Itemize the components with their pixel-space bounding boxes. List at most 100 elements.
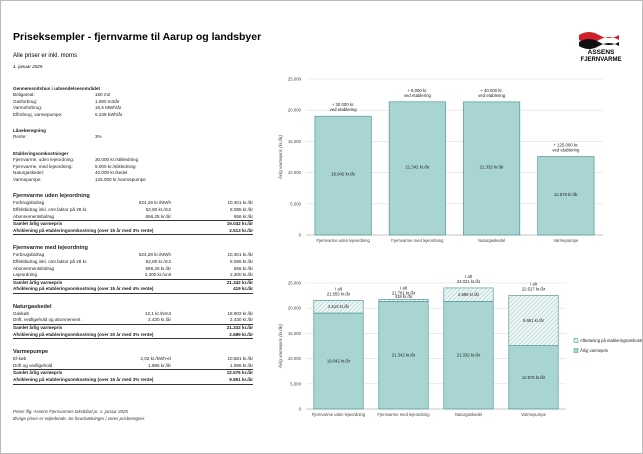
logo-text: FJERNVARME: [581, 57, 622, 63]
total-row: Samlet årlig varmepris 19.042 kr./år: [13, 220, 253, 228]
footer-line: Øvrige priser er vejledende. Se forudsæt…: [13, 415, 146, 421]
label: Afviklening på etableringsomkostning (ov…: [13, 286, 154, 292]
total-label: 21.761 kr./år: [392, 290, 416, 295]
label: Effektbidrag inkl. omr.faktor på 28 kr.: [13, 258, 88, 264]
date: 1. januar 2025: [13, 64, 43, 69]
row: Naturgaskedel: 40.000 kr./kedel: [13, 170, 253, 177]
bar: [537, 156, 595, 236]
amount: 19.042 kr./år: [226, 221, 253, 227]
section: Etableringsomkostninger Fjernvarme, uden …: [13, 150, 253, 183]
legend-swatch: [573, 338, 579, 343]
x-tick-label: Varmepumpe: [553, 238, 578, 243]
value-label: 21.332 kr./år: [480, 164, 504, 169]
subtitle: Alle priser er inkl. moms: [13, 53, 78, 59]
x-tick-label: Naturgaskedel: [455, 412, 482, 417]
amount: 8.085 kr./år: [230, 258, 253, 264]
rate: 2.430 kr./år: [148, 317, 171, 323]
section-title: Gennemsnitshus i udsendelsesområdet: [13, 86, 101, 91]
label: Naturgaskedel:: [13, 170, 44, 176]
row: Gasforbrug: 1.590 m3/år: [13, 99, 253, 106]
label: Samlet årlig varmepris: [13, 370, 63, 376]
rate: 656,25 kr./år: [145, 265, 171, 271]
total-label: I alt: [465, 274, 473, 279]
row: Lejeordning 2.300 kr./unit 2.300 kr./år: [13, 272, 253, 279]
value: 16,5 MWh/år: [95, 105, 122, 111]
legend-swatch: [573, 348, 579, 353]
total-label: 21.555 kr./år: [327, 291, 351, 296]
label: Gasforbrug:: [13, 98, 38, 104]
bar-segment: [508, 295, 559, 346]
label: Elforbrug, varmepumpe:: [13, 111, 63, 117]
value-label: 19.042 kr./år: [327, 359, 351, 364]
section: Gennemsnitshus i udsendelsesområdet Bolig…: [13, 85, 253, 118]
bar-segment: [313, 300, 364, 314]
total-row: Samlet årlig varmepris 12.576 kr./år: [13, 369, 253, 377]
amount: 1.995 kr./år: [230, 362, 253, 368]
rate: 1.995 kr./år: [148, 362, 171, 368]
bar-segment: [443, 287, 494, 302]
annotation: + 30.000 kr.: [332, 102, 355, 107]
value: 40.000 kr./kedel: [95, 170, 128, 176]
value-label: 9.951 kr./år: [523, 318, 545, 323]
row: Gaskøb 12,1 kr./Nm3 18.902 kr./år: [13, 311, 253, 318]
value: 5.238 kWh/år: [95, 111, 123, 117]
label: Samlet årlig varmepris: [13, 325, 63, 331]
row: Forbrugsbidrag 624,28 kr./MWh 10.301 kr./å…: [13, 200, 253, 207]
value: 30.000 kr./stikledning: [95, 156, 139, 162]
y-tick-label: 10.000: [288, 170, 302, 175]
y-tick-label: 15.000: [288, 139, 302, 144]
amount: 8.085 kr./år: [230, 206, 253, 212]
footer-line: Priser iflg. Assens Fjernvarmes takstbla…: [13, 409, 128, 414]
label: Forbrugsbidrag: [13, 252, 45, 258]
value-label: 19.042 kr./år: [331, 172, 355, 177]
label: Samlet årlig varmepris: [13, 279, 63, 285]
rate: 2,02 kr./kWh-el: [140, 356, 171, 362]
label: Lejeordning: [13, 272, 38, 278]
value: 3%: [95, 134, 102, 140]
bar: [314, 115, 372, 236]
title: Priseksempler - fjernvarme til Aarup og …: [13, 31, 262, 43]
label: Boligareal:: [13, 92, 35, 97]
y-tick-label: 0: [299, 407, 302, 412]
row: Rente: 3%: [13, 134, 253, 141]
row: Varmeforbrug: 16,5 MWh/år: [13, 105, 253, 112]
rate: 656,25 kr./år: [145, 213, 171, 219]
amount: 21.332 kr./år: [226, 325, 253, 331]
rate: 52,80 kr./m2: [145, 258, 171, 264]
section-title: Fjernvarme med lejeordning: [13, 245, 88, 252]
amount: 21.342 kr./år: [226, 279, 253, 285]
value-label: 2.513 kr./år: [328, 304, 350, 309]
rate: 624,28 kr./MWh: [138, 200, 171, 206]
row: Elforbrug, varmepumpe: 5.238 kWh/år: [13, 112, 253, 119]
amount: 656 kr./år: [233, 265, 253, 271]
annotation: ved etablering: [330, 107, 358, 112]
bar: [388, 101, 446, 236]
section-title: Fjernvarme uden lejeordning: [13, 193, 90, 200]
total-label: 22.527 kr./år: [522, 286, 546, 291]
label: Gaskøb: [13, 310, 30, 316]
footer: Priser iflg. Assens Fjernvarmes takstbla…: [13, 409, 145, 422]
value: 1.590 m3/år: [95, 98, 120, 104]
section-title: Varmepumpe: [13, 349, 49, 356]
label: Fjernvarme, uden lejeordning:: [13, 156, 75, 162]
label: Drift og vedligehold: [13, 362, 53, 368]
bar-segment: [508, 345, 559, 410]
label: Effektbidrag inkl. omr.faktor på 28 kr.: [13, 206, 88, 212]
label: Abonnementsbidrag: [13, 265, 55, 271]
x-tick-label: Varmepumpe: [521, 412, 546, 417]
legend-label: Afbetaning på etableringsomkostning: [580, 338, 642, 343]
logo: ASSENS FJERNVARME: [579, 32, 621, 63]
amount: 10.301 kr./år: [227, 252, 253, 258]
annotation: + 5.000 kr.: [407, 88, 427, 93]
section: Naturgaskedel Gaskøb 12,1 kr./Nm3 18.902 kr…: [13, 303, 253, 340]
amount: 2.430 kr./år: [230, 317, 253, 323]
total-row: Afviklening på etableringsomkostning (ov…: [13, 286, 253, 294]
section: Varmepumpe El-køb 2,02 kr./kWh-el 10.581 kr…: [13, 348, 253, 385]
total-row: Afviklening på etableringsomkostning (ov…: [13, 228, 253, 236]
label: Varmepumpe:: [13, 176, 42, 182]
row: Abonnementsbidrag 656,25 kr./år 656 kr./år: [13, 214, 253, 221]
row: Effektbidrag inkl. omr.faktor på 28 kr. 5…: [13, 259, 253, 266]
label: El-køb: [13, 356, 27, 362]
amount: 2.689 kr./år: [229, 331, 253, 337]
